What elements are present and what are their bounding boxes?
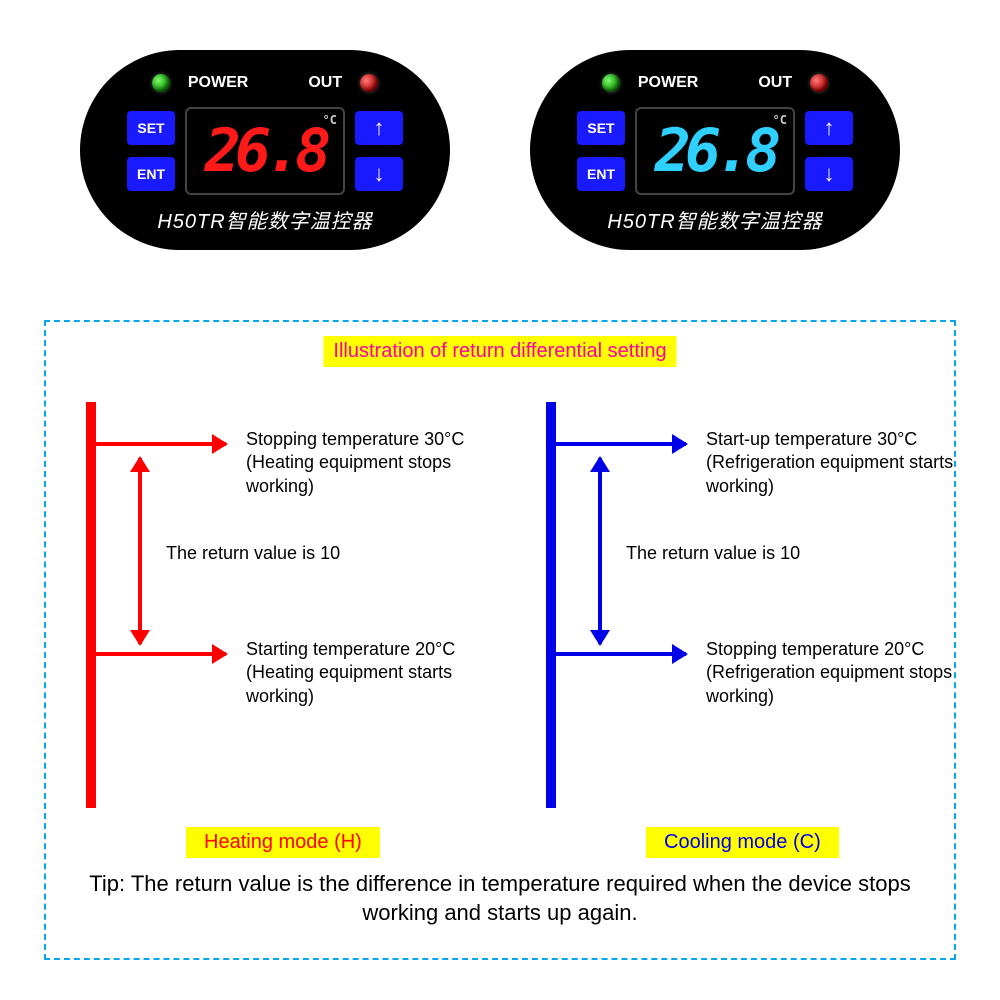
cooling-bottom-arrow-icon <box>556 652 686 656</box>
heating-bot-line2: (Heating equipment starts working) <box>246 662 452 705</box>
down-button[interactable]: ↓ <box>805 157 853 191</box>
cooling-diagram: Start-up temperature 30°C (Refrigeration… <box>526 402 956 808</box>
heating-top-line2: (Heating equipment stops working) <box>246 452 451 495</box>
ent-button[interactable]: ENT <box>577 157 625 191</box>
temperature-display-blue: 26.8 °C <box>635 107 795 195</box>
cooling-mode-label-text: Cooling mode (C) <box>664 831 821 853</box>
heating-bot-line1: Starting temperature 20°C <box>246 639 455 659</box>
device-indicator-row: POWER OUT <box>530 74 900 92</box>
out-label: OUT <box>308 74 342 92</box>
heating-mid-text: The return value is 10 <box>166 542 340 565</box>
down-button[interactable]: ↓ <box>355 157 403 191</box>
cooling-top-arrow-icon <box>556 442 686 446</box>
device-model-label: H50TR智能数字温控器 <box>80 205 450 234</box>
device-model-label: H50TR智能数字温控器 <box>530 205 900 234</box>
cooling-axis <box>546 402 556 808</box>
device-panel-cooling: POWER OUT SET ENT 26.8 °C ↑ ↓ H50TR智能数字温… <box>530 50 900 250</box>
up-button[interactable]: ↑ <box>805 111 853 145</box>
cooling-mode-label: Cooling mode (C) <box>646 827 839 858</box>
tip-text: Tip: The return value is the difference … <box>46 869 954 928</box>
cooling-mid-text: The return value is 10 <box>626 542 800 565</box>
temperature-display-red: 26.8 °C <box>185 107 345 195</box>
set-button[interactable]: SET <box>127 111 175 145</box>
cooling-top-text: Start-up temperature 30°C (Refrigeration… <box>706 428 956 498</box>
set-button[interactable]: SET <box>577 111 625 145</box>
illustration-box: Illustration of return differential sett… <box>44 320 956 960</box>
device-panel-heating: POWER OUT SET ENT 26.8 °C ↑ ↓ H50TR智能数字温… <box>80 50 450 250</box>
out-label: OUT <box>758 74 792 92</box>
heating-mode-label-text: Heating mode (H) <box>204 831 362 853</box>
out-led-icon <box>810 74 828 92</box>
temperature-unit: °C <box>323 113 337 127</box>
power-led-icon <box>602 74 620 92</box>
heating-bot-text: Starting temperature 20°C (Heating equip… <box>246 638 496 708</box>
up-button[interactable]: ↑ <box>355 111 403 145</box>
cooling-top-line2: (Refrigeration equipment starts working) <box>706 452 953 495</box>
heating-return-arrow-icon <box>138 458 142 644</box>
temperature-unit: °C <box>773 113 787 127</box>
heating-diagram: Stopping temperature 30°C (Heating equip… <box>66 402 496 808</box>
temperature-reading: 26.8 <box>655 116 776 186</box>
illustration-title: Illustration of return differential sett… <box>323 336 676 367</box>
heating-mode-label: Heating mode (H) <box>186 827 380 858</box>
cooling-return-arrow-icon <box>598 458 602 644</box>
temperature-reading: 26.8 <box>205 116 326 186</box>
cooling-bot-line1: Stopping temperature 20°C <box>706 639 924 659</box>
power-led-icon <box>152 74 170 92</box>
heating-top-arrow-icon <box>96 442 226 446</box>
cooling-bot-line2: (Refrigeration equipment stops working) <box>706 662 952 705</box>
ent-button[interactable]: ENT <box>127 157 175 191</box>
illustration-title-text: Illustration of return differential sett… <box>333 340 666 362</box>
heating-top-text: Stopping temperature 30°C (Heating equip… <box>246 428 496 498</box>
out-led-icon <box>360 74 378 92</box>
power-label: POWER <box>638 74 698 92</box>
power-label: POWER <box>188 74 248 92</box>
cooling-top-line1: Start-up temperature 30°C <box>706 429 917 449</box>
heating-top-line1: Stopping temperature 30°C <box>246 429 464 449</box>
device-indicator-row: POWER OUT <box>80 74 450 92</box>
heating-bottom-arrow-icon <box>96 652 226 656</box>
heating-axis <box>86 402 96 808</box>
cooling-bot-text: Stopping temperature 20°C (Refrigeration… <box>706 638 956 708</box>
